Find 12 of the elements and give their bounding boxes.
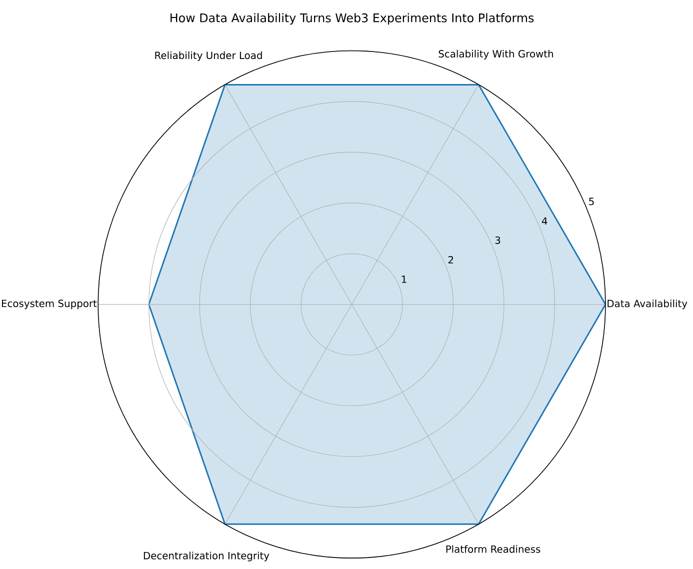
- y-tick-label: 2: [448, 256, 454, 264]
- y-tick-label: 5: [589, 198, 594, 206]
- spoke-label: Reliability Under Load: [155, 51, 262, 62]
- chart-title: How Data Availability Turns Web3 Experiments Into Platforms: [170, 13, 534, 25]
- spoke-label: Data Availability: [608, 300, 688, 310]
- spoke-label: Ecosystem Support: [2, 300, 97, 310]
- y-tick-label: 1: [402, 276, 406, 283]
- y-tick-label: 3: [495, 236, 500, 244]
- spoke-label: Scalability With Growth: [438, 50, 553, 60]
- spoke-label: Decentralization Integrity: [144, 552, 270, 562]
- y-tick-label: 4: [542, 217, 548, 225]
- spoke-label: Platform Readiness: [446, 545, 540, 553]
